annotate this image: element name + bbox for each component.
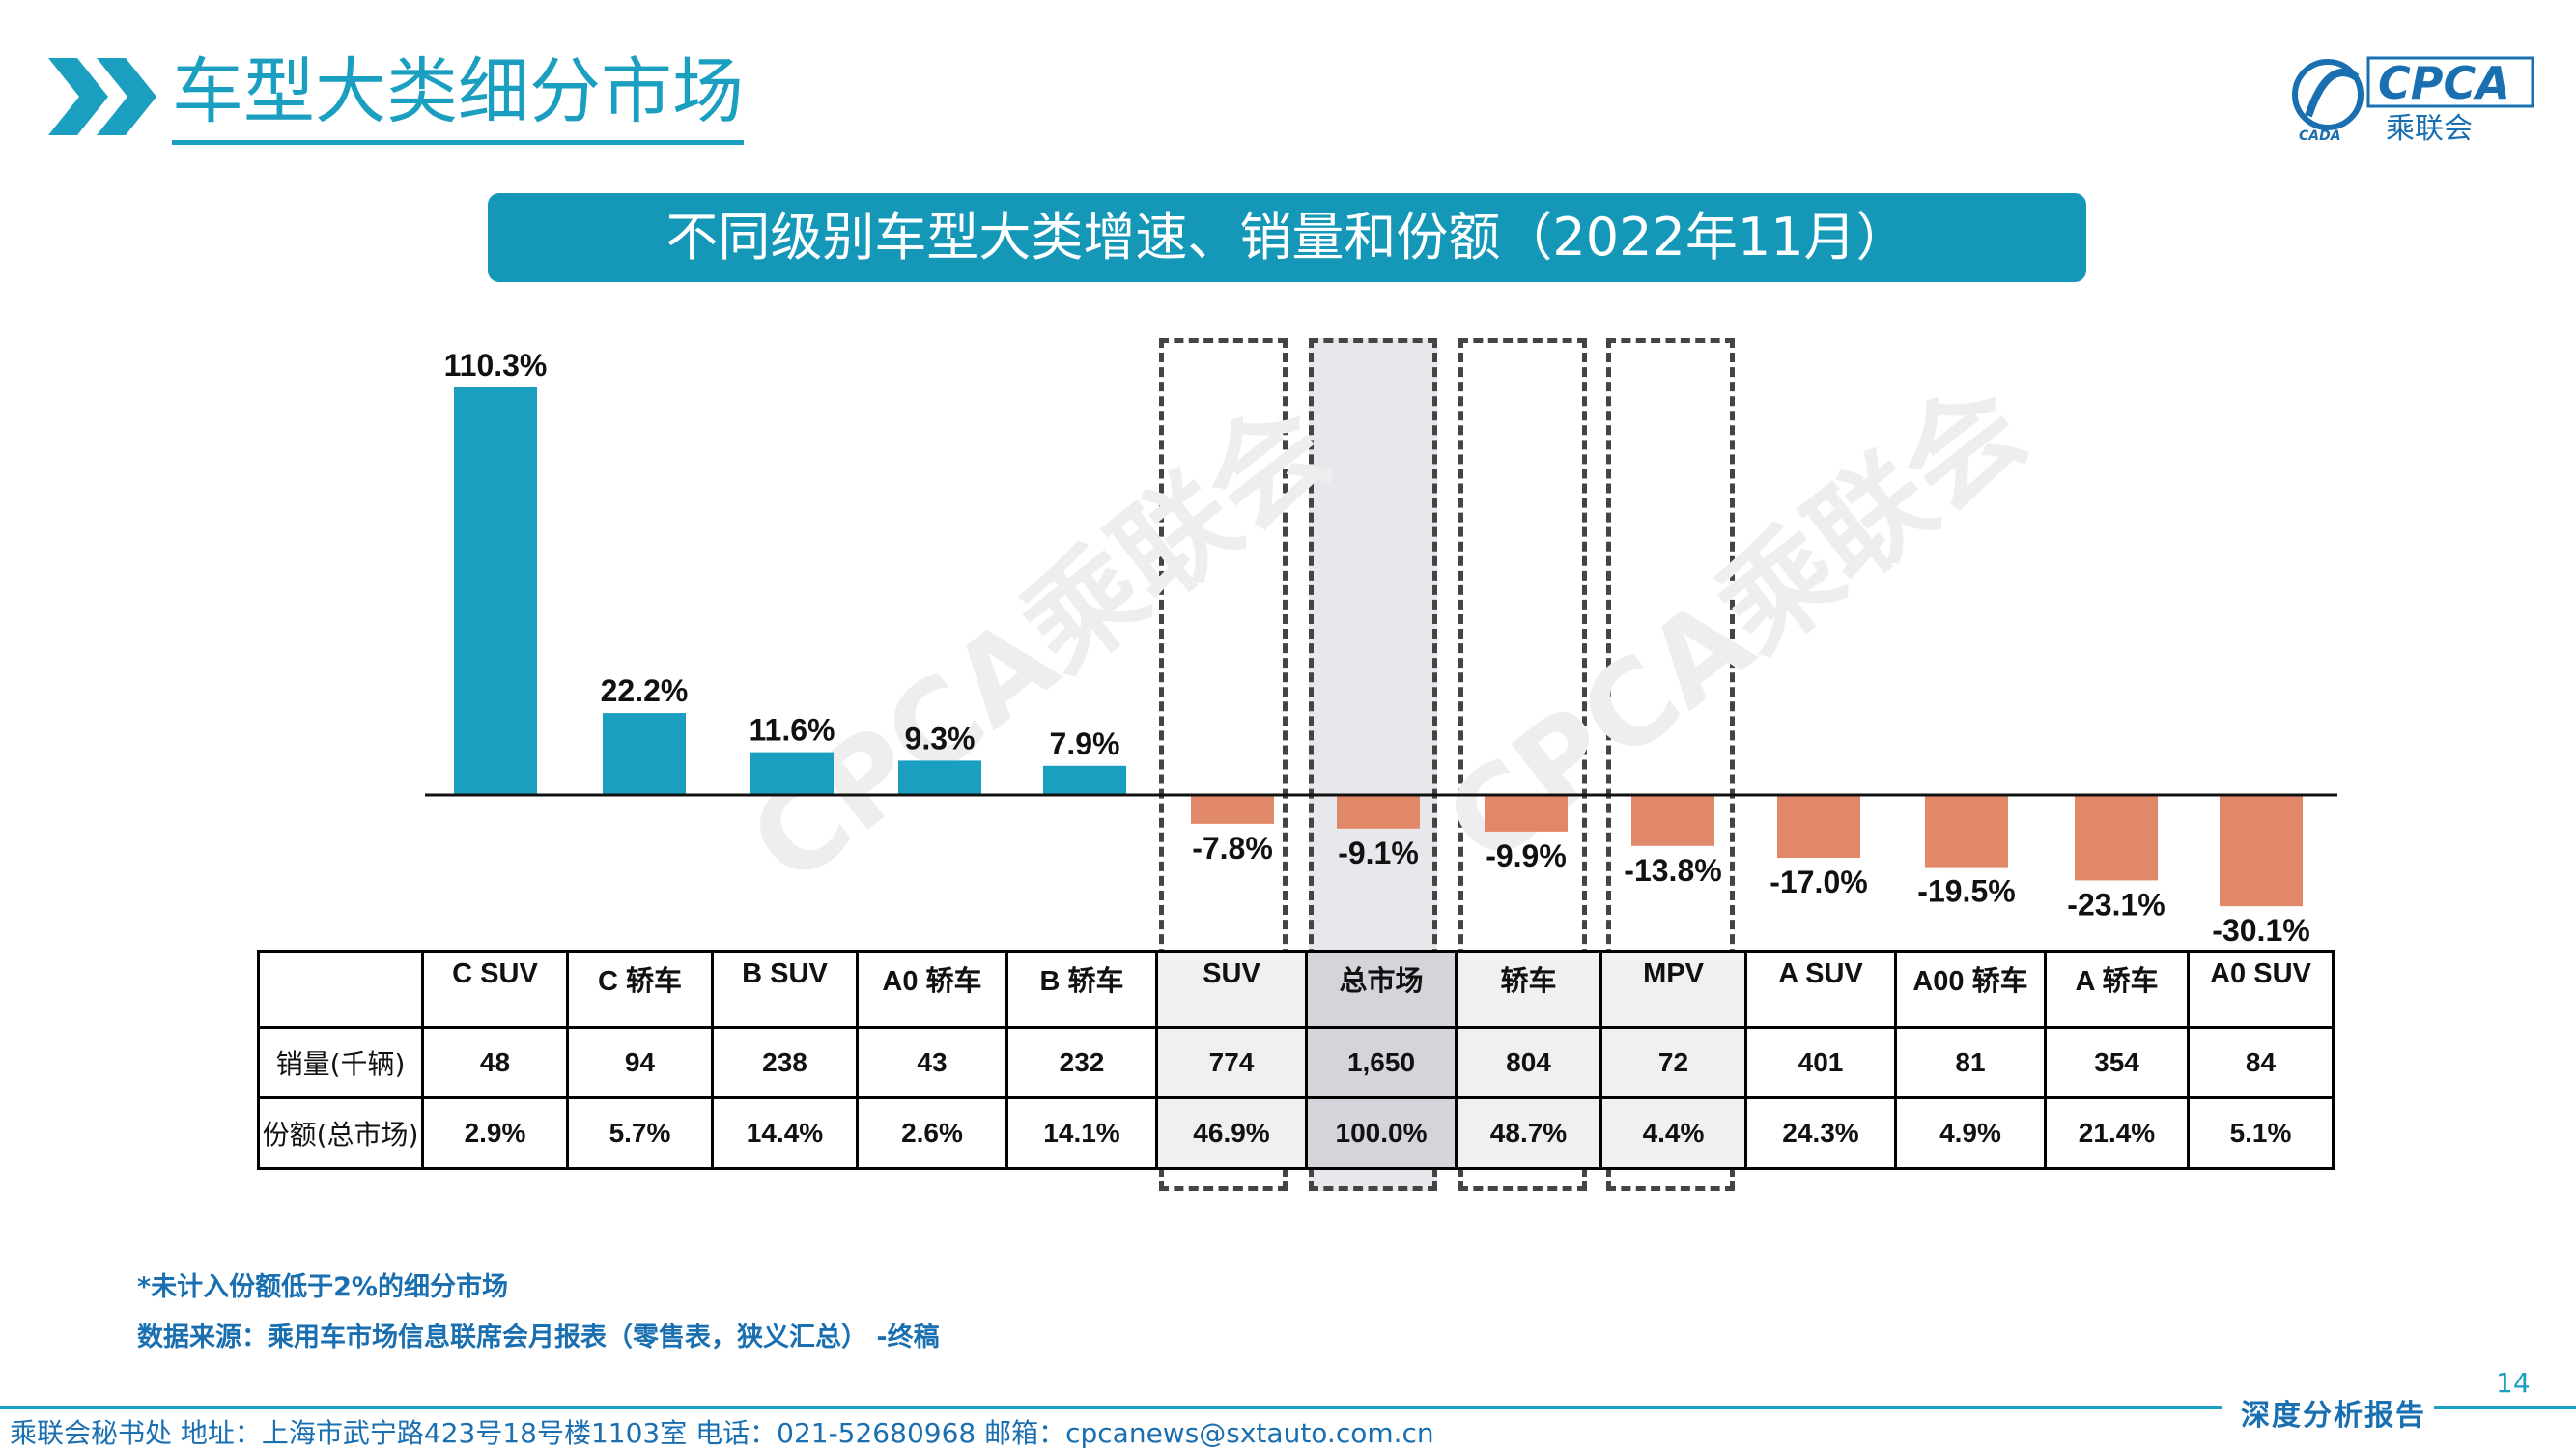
table-cell: MPV <box>1599 950 1747 1029</box>
bar-B-轿车 <box>1043 765 1126 795</box>
table-cell: 份额(总市场) <box>257 1096 424 1170</box>
footnote-source: 数据来源：乘用车市场信息联席会月报表（零售表，狭义汇总） -终稿 <box>137 1323 940 1352</box>
table-cell: 1,650 <box>1305 1026 1458 1099</box>
bar-A00-轿车 <box>1925 795 2008 868</box>
table-cell: C 轿车 <box>566 950 714 1029</box>
table-cell: 238 <box>711 1026 859 1099</box>
value-label: -9.9% <box>1486 839 1567 873</box>
bar-A-轿车 <box>2075 795 2158 881</box>
bar-MPV <box>1631 795 1714 846</box>
bar-C-SUV <box>454 387 537 795</box>
table-cell: 46.9% <box>1155 1096 1308 1170</box>
value-label: -23.1% <box>2067 887 2165 922</box>
highlight-box-mpv <box>1606 338 1735 1191</box>
table-cell: 销量(千辆) <box>257 1026 424 1099</box>
highlight-box-suv <box>1159 338 1288 1191</box>
bar-总市场 <box>1337 795 1420 829</box>
value-labels-group: 110.3% 22.2% 11.6% 9.3% 7.9% -7.8% -9.1% -9.9% -… <box>444 348 2310 948</box>
table-cell: A SUV <box>1744 950 1897 1029</box>
value-label: 22.2% <box>601 673 689 708</box>
highlight-box-sedan <box>1458 338 1587 1191</box>
table-cell: A00 轿车 <box>1894 950 2047 1029</box>
table-cell: SUV <box>1155 950 1308 1029</box>
table-cell: 24.3% <box>1744 1096 1897 1170</box>
table-cell: 4.4% <box>1599 1096 1747 1170</box>
bar-B-SUV <box>750 752 834 795</box>
footer-contact: 乘联会秘书处 地址：上海市武宁路423号18号楼1103室 电话：021-526… <box>10 1417 1434 1449</box>
logo-small-text: CADA <box>2299 128 2341 144</box>
table-cell: 401 <box>1744 1026 1897 1099</box>
value-label: -19.5% <box>1917 874 2015 909</box>
table-cell: 总市场 <box>1305 950 1458 1029</box>
table-cell: 2.9% <box>421 1096 569 1170</box>
table-cell: 774 <box>1155 1026 1308 1099</box>
table-cell: 轿车 <box>1455 950 1602 1029</box>
value-label: -17.0% <box>1769 865 1867 899</box>
table-cell: A0 SUV <box>2187 950 2335 1029</box>
page-title: 车型大类细分市场 <box>172 43 744 145</box>
bar-A0-轿车 <box>898 760 981 795</box>
page-number: 14 <box>2496 1367 2531 1399</box>
table-cell: C SUV <box>421 950 569 1029</box>
cpca-logo: CADA CPCA 乘联会 <box>2292 56 2534 145</box>
table-cell: 21.4% <box>2044 1096 2190 1170</box>
value-label: 7.9% <box>1050 726 1120 761</box>
table-cell: 14.4% <box>711 1096 859 1170</box>
value-label: 110.3% <box>444 348 548 383</box>
table-cell: 72 <box>1599 1026 1747 1099</box>
table-cell: 94 <box>566 1026 714 1099</box>
table-cell: 100.0% <box>1305 1096 1458 1170</box>
value-label: -30.1% <box>2212 913 2309 948</box>
table-cell: 2.6% <box>856 1096 1008 1170</box>
value-label: 11.6% <box>750 713 835 748</box>
bar-A0-SUV <box>2220 795 2303 907</box>
table-cell: 14.1% <box>1005 1096 1158 1170</box>
table-row: 销量(千辆) 48 94 238 43 232 774 1,650 804 72 401 81 354 8… <box>257 1026 2335 1099</box>
footer-divider-right <box>2434 1406 2576 1409</box>
table-cell: 354 <box>2044 1026 2190 1099</box>
table-cell: B 轿车 <box>1005 950 1158 1029</box>
footnote-note: *未计入份额低于2%的细分市场 <box>137 1272 508 1302</box>
table-cell: 48.7% <box>1455 1096 1602 1170</box>
table-cell: B SUV <box>711 950 859 1029</box>
logo-text: CPCA <box>2378 57 2510 109</box>
table-cell: 5.1% <box>2187 1096 2335 1170</box>
value-label: -7.8% <box>1192 831 1273 866</box>
bar-A-SUV <box>1777 795 1860 859</box>
table-cell: 43 <box>856 1026 1008 1099</box>
table-header-row: C SUV C 轿车 B SUV A0 轿车 B 轿车 SUV 总市场 轿车 MPV A SUV A… <box>257 950 2335 1029</box>
value-label: -13.8% <box>1624 853 1721 888</box>
value-label: -9.1% <box>1338 836 1419 870</box>
table-cell <box>257 950 424 1029</box>
bars-group <box>454 387 2303 907</box>
bar-SUV <box>1191 795 1274 824</box>
table-cell: 48 <box>421 1026 569 1099</box>
bar-轿车 <box>1485 795 1568 832</box>
table-cell: 4.9% <box>1894 1096 2047 1170</box>
report-tag: 深度分析报告 <box>2241 1399 2426 1433</box>
chart-banner: 不同级别车型大类增速、销量和份额（2022年11月） <box>488 193 2086 282</box>
bar-C-轿车 <box>603 713 686 795</box>
table-cell: 84 <box>2187 1026 2335 1099</box>
table-cell: 804 <box>1455 1026 1602 1099</box>
table-cell: A0 轿车 <box>856 950 1008 1029</box>
logo-sub-text: 乘联会 <box>2386 112 2473 145</box>
table-cell: 5.7% <box>566 1096 714 1170</box>
table-row: 份额(总市场) 2.9% 5.7% 14.4% 2.6% 14.1% 46.9% 100.0%… <box>257 1096 2335 1170</box>
footer-divider <box>0 1406 2222 1409</box>
table-cell: A 轿车 <box>2044 950 2190 1029</box>
table-cell: 232 <box>1005 1026 1158 1099</box>
double-chevron-icon <box>48 58 156 135</box>
value-label: 9.3% <box>905 721 976 755</box>
table-cell: 81 <box>1894 1026 2047 1099</box>
sales-share-table: C SUV C 轿车 B SUV A0 轿车 B 轿车 SUV 总市场 轿车 MPV A SUV A… <box>257 950 2335 1170</box>
